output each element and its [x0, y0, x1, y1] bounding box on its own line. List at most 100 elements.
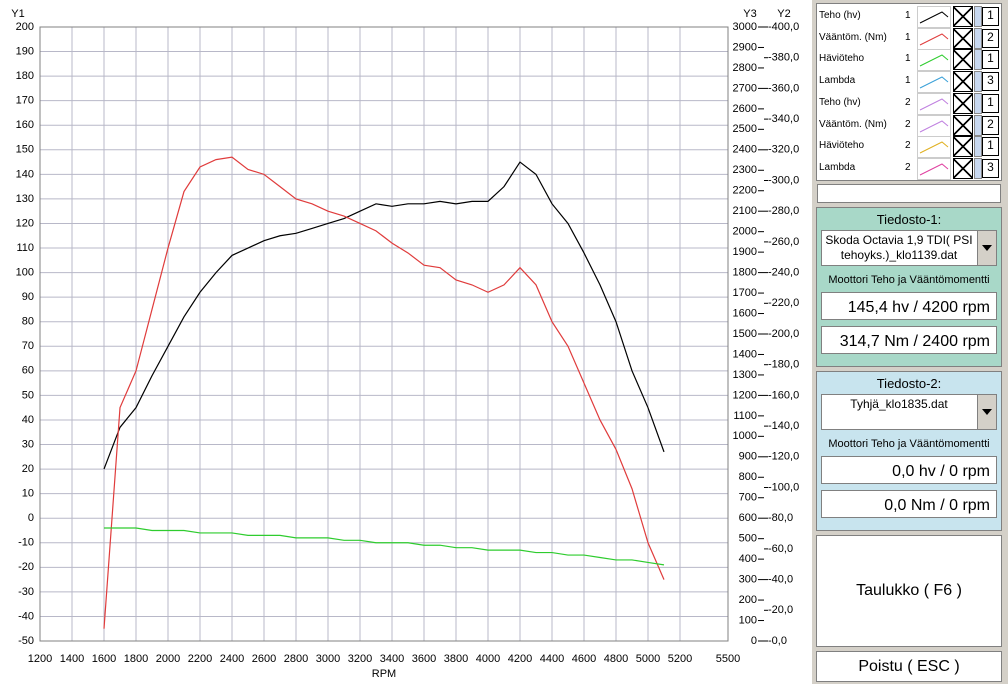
- legend-spin[interactable]: [974, 71, 982, 93]
- x-tick-label: 3000: [316, 653, 340, 665]
- legend-sample: [917, 6, 951, 28]
- y-tick-label: 110: [16, 242, 34, 254]
- y2-tick-label: -260,0: [768, 236, 799, 248]
- subtitle: Moottori Teho ja Vääntömomentti: [828, 438, 990, 450]
- y-tick-label: 160: [16, 119, 34, 131]
- legend-checkbox[interactable]: [953, 6, 973, 27]
- y2-tick-label: -120,0: [768, 451, 799, 463]
- y3-tick-label: 2600: [733, 103, 757, 115]
- y3-tick-label: 300: [739, 574, 757, 586]
- legend-scale[interactable]: 1: [982, 93, 999, 113]
- legend-spin[interactable]: [974, 114, 982, 136]
- y2-tick-label: -380,0: [768, 52, 799, 64]
- y-tick-label: -10: [18, 537, 34, 549]
- file-dropdown[interactable]: Tyhjä_klo1835.dat: [821, 394, 997, 430]
- y-tick-label: -30: [18, 586, 34, 598]
- legend-scale[interactable]: 1: [982, 50, 999, 70]
- y3-tick-label: 1500: [733, 328, 757, 340]
- y-tick-label: 200: [16, 21, 34, 33]
- y3-tick-label: 2700: [733, 82, 757, 94]
- legend-checkbox[interactable]: [953, 92, 973, 114]
- y-tick-label: 60: [22, 365, 34, 377]
- legend-file: 1: [905, 10, 911, 21]
- legend-file: 1: [905, 31, 911, 43]
- y2-tick-label: -180,0: [768, 359, 799, 371]
- legend-checkbox[interactable]: [953, 114, 973, 136]
- x-tick-label: 2200: [188, 653, 212, 665]
- y-tick-label: 120: [16, 217, 34, 229]
- filename: Tyhjä_klo1835.dat: [850, 397, 948, 411]
- x-tick-label: 2800: [284, 653, 308, 665]
- y3-tick-label: 1600: [733, 307, 757, 319]
- legend-scale[interactable]: 3: [982, 158, 999, 178]
- y-tick-label: 20: [22, 463, 34, 475]
- legend-checkbox[interactable]: [953, 136, 973, 158]
- legend-scale[interactable]: 1: [982, 7, 999, 26]
- y3-tick-label: 0: [751, 635, 757, 647]
- legend-checkbox[interactable]: [953, 157, 973, 179]
- file-title: Tiedosto-1:: [876, 212, 942, 227]
- legend-panel: Teho (hv) 1 1 Vääntöm. (Nm) 1 2 Häviöteho 1 1 Lam…: [816, 3, 1002, 181]
- legend-line: [919, 76, 949, 89]
- legend-spin[interactable]: [974, 6, 982, 27]
- x-tick-label: 1200: [28, 653, 52, 665]
- x-tick-label: 2000: [156, 653, 180, 665]
- y3-tick-label: 400: [739, 553, 757, 565]
- x-tick-label: 2400: [220, 653, 244, 665]
- y-tick-label: -40: [18, 610, 34, 622]
- legend-name: Vääntöm. (Nm): [819, 31, 887, 43]
- legend-name: Teho (hv): [819, 10, 861, 21]
- y3-tick-label: 2200: [733, 185, 757, 197]
- legend-sample: [917, 49, 951, 72]
- power-value: 0,0 hv / 0 rpm: [821, 456, 997, 484]
- y-tick-label: 100: [16, 267, 34, 279]
- legend-spin[interactable]: [974, 136, 982, 158]
- legend-file: 1: [905, 75, 911, 87]
- x-tick-label: 4400: [540, 653, 564, 665]
- file-dropdown[interactable]: Skoda Octavia 1,9 TDI( PSI tehoyks.)_klo…: [821, 230, 997, 266]
- y2-label: Y2: [777, 8, 790, 20]
- y3-tick-label: 1800: [733, 267, 757, 279]
- legend-name: Häviöteho: [819, 53, 865, 65]
- exit-button[interactable]: Poistu ( ESC ): [816, 651, 1002, 682]
- legend-checkbox[interactable]: [953, 71, 973, 93]
- power-value: 145,4 hv / 4200 rpm: [821, 292, 997, 320]
- x-tick-label: 1800: [124, 653, 148, 665]
- legend-spin[interactable]: [974, 157, 982, 179]
- text-box[interactable]: [817, 184, 1001, 203]
- legend-file: 2: [905, 161, 911, 173]
- legend-scale[interactable]: 2: [982, 115, 999, 135]
- x-tick-label: 4600: [572, 653, 596, 665]
- legend-sample: [917, 114, 951, 137]
- legend-spin[interactable]: [974, 92, 982, 114]
- x-tick-label: 3400: [380, 653, 404, 665]
- y3-tick-label: 2800: [733, 62, 757, 74]
- y3-tick-label: 2900: [733, 41, 757, 53]
- torque-value: 0,0 Nm / 0 rpm: [821, 490, 997, 518]
- series-line: [104, 527, 665, 566]
- table-button[interactable]: Taulukko ( F6 ): [816, 535, 1002, 647]
- legend-spin[interactable]: [974, 27, 982, 49]
- legend-scale[interactable]: 2: [982, 28, 999, 48]
- series-line: [103, 156, 665, 629]
- legend-scale[interactable]: 3: [982, 72, 999, 92]
- y-tick-label: 180: [16, 70, 34, 82]
- x-label: RPM: [372, 668, 396, 680]
- y-tick-label: -20: [18, 561, 34, 573]
- y2-tick-label: -320,0: [768, 144, 799, 156]
- legend-sample: [917, 92, 951, 115]
- dropdown-arrow[interactable]: [977, 231, 996, 265]
- legend-checkbox[interactable]: [953, 49, 973, 71]
- y-tick-label: 0: [28, 512, 34, 524]
- legend-scale[interactable]: 1: [982, 137, 999, 157]
- y-tick-label: 40: [22, 414, 34, 426]
- legend-spin[interactable]: [974, 49, 982, 71]
- y-tick-label: 190: [16, 45, 34, 57]
- y2-tick-label: -360,0: [768, 82, 799, 94]
- legend-checkbox[interactable]: [953, 27, 973, 49]
- y3-label: Y3: [743, 8, 756, 20]
- legend-sample: [917, 157, 951, 180]
- dropdown-arrow[interactable]: [977, 395, 996, 429]
- legend-sample: [917, 71, 951, 94]
